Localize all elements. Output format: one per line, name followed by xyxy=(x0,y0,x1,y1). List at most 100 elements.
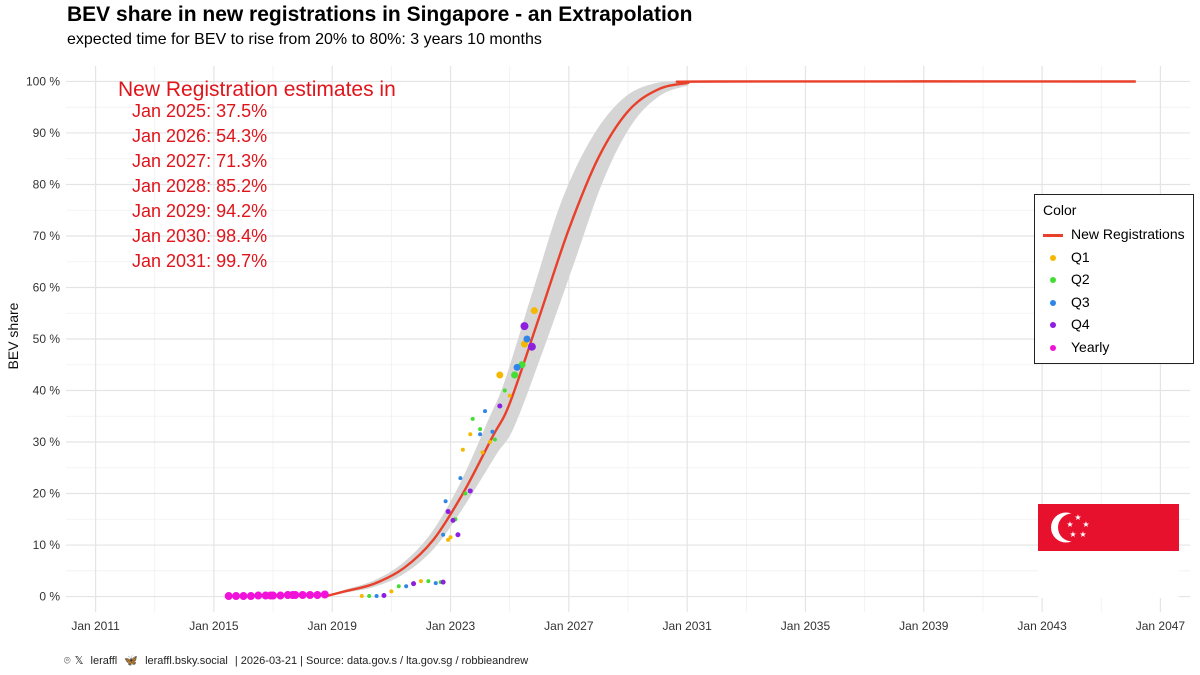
x-tick-label: Jan 2035 xyxy=(781,619,831,633)
point-q2 xyxy=(396,584,401,589)
point-q1 xyxy=(480,450,485,455)
point-q4 xyxy=(381,593,387,599)
github-icon: ⌾ xyxy=(64,655,71,667)
legend-key xyxy=(1043,296,1063,310)
legend-key xyxy=(1043,251,1063,265)
estimate-line: Jan 2028: 85.2% xyxy=(132,176,268,196)
chart-svg: 0 % 10 % 20 % 30 % 40 % 50 % 60 % 70 % 80 % 90 % 1… xyxy=(5,66,1190,633)
point-q2 xyxy=(478,427,483,432)
legend-item: Q1 xyxy=(1043,249,1090,265)
legend-key xyxy=(1043,273,1063,287)
point-q4 xyxy=(520,322,529,331)
x-tick-label: Jan 2023 xyxy=(426,619,476,633)
y-tick-label: 10 % xyxy=(33,538,61,552)
point-q1 xyxy=(460,447,465,452)
point-q4 xyxy=(467,488,473,494)
point-q4 xyxy=(497,403,503,409)
point-q1 xyxy=(468,432,473,437)
chart-title: BEV share in new registrations in Singap… xyxy=(67,3,693,26)
x-tick-label: Jan 2047 xyxy=(1136,619,1186,633)
legend-label: Q2 xyxy=(1071,271,1090,287)
fit-curve xyxy=(324,80,1136,598)
svg-text:★: ★ xyxy=(1069,530,1076,539)
caption-handle-bsky[interactable]: leraffl.bsky.social xyxy=(145,655,228,667)
point-q3 xyxy=(441,532,446,537)
legend-label: Q3 xyxy=(1071,293,1090,310)
y-tick-label: 50 % xyxy=(33,332,61,346)
estimate-line: Jan 2027: 71.3% xyxy=(132,151,268,171)
point-q3 xyxy=(458,476,463,481)
point-q3 xyxy=(433,581,438,586)
point-q2 xyxy=(511,371,519,379)
point-q4 xyxy=(455,532,461,538)
point-q1 xyxy=(446,537,451,542)
legend-item: Q3 xyxy=(1043,294,1090,310)
legend-item: Q2 xyxy=(1043,271,1090,287)
estimate-line: Jan 2030: 98.4% xyxy=(132,226,268,246)
point-q2 xyxy=(502,388,507,393)
point-yearly xyxy=(224,592,233,601)
x-tick-label: Jan 2019 xyxy=(308,619,358,633)
point-yearly xyxy=(288,591,297,600)
point-q4 xyxy=(450,517,456,523)
caption: ⌾ 𝕏 leraffl 🦋 leraffl.bsky.social | 2026-… xyxy=(64,654,532,668)
point-yearly xyxy=(298,591,307,600)
point-q3 xyxy=(513,363,521,371)
estimate-line: Jan 2026: 54.3% xyxy=(132,126,268,146)
point-q2 xyxy=(367,594,372,599)
estimates-heading: New Registration estimates in xyxy=(118,78,396,101)
svg-text:★: ★ xyxy=(1082,520,1089,529)
point-q3 xyxy=(374,594,379,599)
y-tick-labels: 0 % 10 % 20 % 30 % 40 % 50 % 60 % 70 % 80 % 90 % 1… xyxy=(26,74,60,603)
caption-handle-x[interactable]: leraffl xyxy=(90,655,118,667)
y-tick-label: 80 % xyxy=(33,177,61,191)
point-q4 xyxy=(411,581,417,587)
legend-item: Yearly xyxy=(1043,339,1109,355)
point-yearly xyxy=(306,591,315,600)
legend-label: New Registrations xyxy=(1071,226,1185,242)
legend-key xyxy=(1043,341,1063,355)
svg-text:★: ★ xyxy=(1066,520,1073,529)
point-q4 xyxy=(527,342,536,351)
x-icon: 𝕏 xyxy=(74,655,84,667)
legend-label: Q1 xyxy=(1071,248,1090,265)
point-yearly xyxy=(246,592,255,601)
point-q1 xyxy=(359,594,364,599)
legend: Color New Registrations Q1 Q2 Q3 Q4 Yearly xyxy=(1034,194,1194,364)
point-q4 xyxy=(440,579,446,585)
point-yearly xyxy=(239,592,248,601)
point-q1 xyxy=(496,371,504,379)
point-q3 xyxy=(404,584,409,589)
point-q1 xyxy=(530,307,538,315)
estimate-line: Jan 2025: 37.5% xyxy=(132,101,268,121)
legend-label: Yearly xyxy=(1071,338,1110,355)
svg-text:★: ★ xyxy=(1079,530,1086,539)
estimate-line: Jan 2031: 99.7% xyxy=(132,251,268,271)
x-tick-label: Jan 2031 xyxy=(662,619,712,633)
legend-title: Color xyxy=(1043,202,1077,218)
y-tick-label: 30 % xyxy=(33,435,61,449)
point-yearly xyxy=(232,592,241,601)
butterfly-icon: 🦋 xyxy=(124,655,139,667)
point-q1 xyxy=(448,535,453,540)
legend-key xyxy=(1043,318,1063,332)
point-q3 xyxy=(483,409,488,414)
point-q3 xyxy=(478,432,483,437)
point-q1 xyxy=(418,579,423,584)
y-tick-label: 100 % xyxy=(26,74,60,88)
x-tick-label: Jan 2039 xyxy=(899,619,949,633)
singapore-flag-icon: ★ ★ ★ ★ ★ xyxy=(1038,504,1179,598)
y-tick-label: 40 % xyxy=(33,384,61,398)
legend-key xyxy=(1043,228,1063,242)
point-q2 xyxy=(426,579,431,584)
point-q3 xyxy=(523,335,531,343)
y-axis-label: BEV share xyxy=(5,302,21,369)
data-points xyxy=(224,307,538,601)
point-yearly xyxy=(320,590,329,599)
point-q3 xyxy=(490,429,495,434)
point-q2 xyxy=(463,491,468,496)
point-q1 xyxy=(507,393,512,398)
x-tick-label: Jan 2011 xyxy=(71,619,120,633)
y-tick-label: 0 % xyxy=(39,590,60,604)
legend-label: Q4 xyxy=(1071,316,1090,332)
